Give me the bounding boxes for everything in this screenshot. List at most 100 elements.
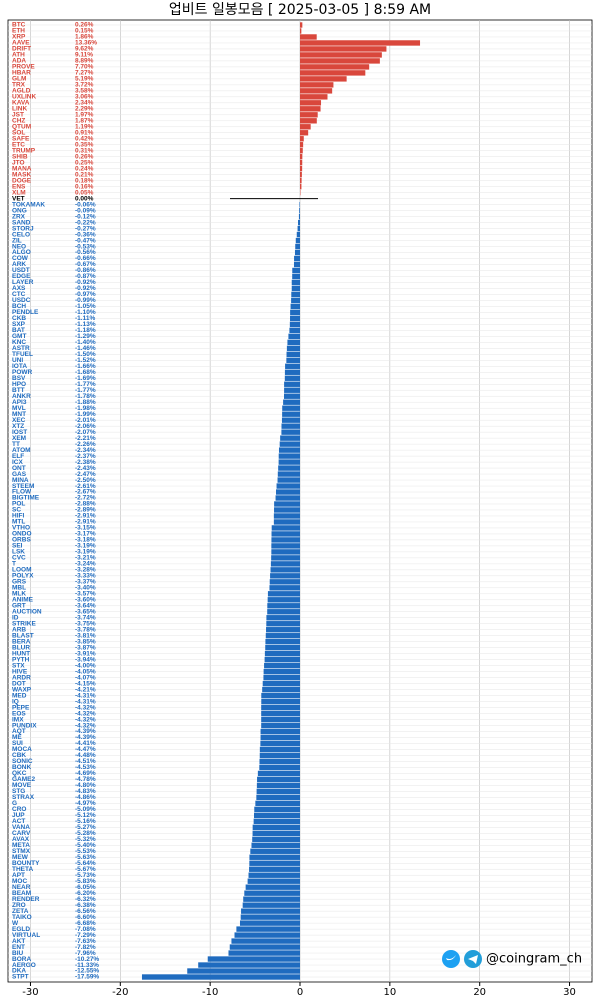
bar	[262, 680, 300, 687]
bar	[276, 483, 300, 489]
value-label: -1.99%	[75, 411, 96, 418]
ticker-label: GMT	[12, 333, 26, 340]
value-label: -3.33%	[75, 573, 96, 580]
ticker-label: ZETA	[12, 908, 29, 915]
ticker-label: BIU	[12, 950, 24, 957]
bar	[251, 842, 300, 848]
bar	[300, 142, 304, 148]
ticker-label: CKB	[12, 315, 26, 322]
bar	[284, 381, 300, 387]
ticker-label: ARB	[12, 626, 26, 633]
value-label: -2.38%	[75, 459, 96, 466]
value-label: -7.63%	[75, 938, 96, 945]
bar	[299, 207, 300, 214]
bar	[298, 219, 300, 226]
ticker-label: SC	[12, 507, 21, 514]
bar	[300, 64, 370, 70]
value-label: -5.16%	[75, 818, 96, 825]
bar	[300, 160, 303, 166]
ticker-label: XTZ	[12, 423, 24, 430]
value-label: -2.43%	[75, 465, 96, 472]
value-label: -2.07%	[75, 429, 96, 436]
value-label: -1.52%	[75, 357, 96, 364]
bar	[234, 932, 300, 938]
bar	[266, 615, 300, 621]
ticker-label: EGLD	[12, 926, 30, 933]
chart-title: 업비트 일봉모음 [ 2025-03-05 ] 8:59 AM	[169, 2, 431, 18]
ticker-label: DRIFT	[12, 46, 31, 53]
ticker-label: STMX	[12, 848, 31, 855]
bar	[270, 561, 300, 567]
value-label: -1.46%	[75, 345, 96, 352]
value-label: -1.88%	[75, 399, 96, 406]
ticker-label: ONG	[12, 207, 27, 214]
value-label: 3.58%	[75, 88, 94, 95]
ticker-label: ANKR	[12, 393, 31, 400]
bar	[284, 369, 300, 375]
ticker-label: EOS	[12, 710, 26, 717]
ticker-label: IQ	[12, 698, 19, 705]
bar	[252, 836, 300, 842]
ticker-label: XLM	[12, 189, 26, 196]
value-label: -2.88%	[75, 501, 96, 508]
value-label: -6.60%	[75, 914, 96, 921]
bar	[294, 255, 300, 262]
ticker-label: AQT	[12, 728, 26, 735]
bar	[299, 201, 300, 208]
bar	[300, 76, 347, 82]
bar	[293, 261, 300, 268]
value-label: 0.42%	[75, 135, 94, 142]
bar	[300, 58, 380, 64]
ticker-label: MOVE	[12, 782, 32, 789]
ticker-label: AERGO	[12, 962, 36, 969]
value-label: -2.47%	[75, 471, 96, 478]
bar	[286, 345, 300, 352]
value-label: -3.74%	[75, 614, 96, 621]
value-label: -4.05%	[75, 668, 96, 675]
value-label: -0.27%	[75, 225, 96, 232]
ticker-label: PYTH	[12, 656, 30, 663]
ticker-label: PUNDIX	[12, 722, 37, 729]
value-label: -5.27%	[75, 824, 96, 831]
bar	[283, 399, 300, 405]
bar	[297, 225, 300, 232]
bar	[267, 597, 300, 603]
ticker-label: SUI	[12, 740, 23, 747]
ticker-label: MLK	[12, 591, 26, 598]
ticker-label: ATOM	[12, 447, 31, 454]
x-tick-label: 0	[297, 987, 303, 998]
ticker-label: TAIKO	[12, 914, 32, 921]
bar	[266, 621, 300, 627]
ticker-label: JTO	[12, 159, 25, 166]
ticker-label: IOST	[12, 429, 27, 436]
ticker-label: ADA	[12, 58, 26, 65]
bar	[270, 567, 300, 573]
ticker-label: HIFI	[12, 513, 24, 520]
value-label: 13.36%	[75, 40, 97, 47]
bar	[229, 944, 300, 950]
value-label: -1.50%	[75, 351, 96, 358]
value-label: -0.92%	[75, 279, 96, 286]
ticker-label: ALGO	[12, 249, 31, 256]
ticker-label: ETH	[12, 28, 25, 35]
ticker-label: RENDER	[12, 896, 40, 903]
value-label: -4.78%	[75, 776, 96, 783]
value-label: -6.38%	[75, 902, 96, 909]
value-label: -1.69%	[75, 375, 96, 382]
value-label: -4.00%	[75, 662, 96, 669]
ticker-label: TFUEL	[12, 351, 33, 358]
ticker-label: ID	[12, 614, 19, 621]
value-label: 7.70%	[75, 64, 94, 71]
bar	[300, 148, 303, 154]
bar	[300, 100, 322, 106]
ticker-label: BLUR	[12, 644, 30, 651]
ticker-label: SXP	[12, 321, 26, 328]
value-label: -2.72%	[75, 495, 96, 502]
ticker-label: W	[12, 920, 19, 927]
bar	[300, 177, 302, 184]
value-label: 1.19%	[75, 124, 94, 131]
value-label: -4.32%	[75, 722, 96, 729]
bar	[236, 926, 300, 932]
value-label: -2.21%	[75, 435, 96, 442]
